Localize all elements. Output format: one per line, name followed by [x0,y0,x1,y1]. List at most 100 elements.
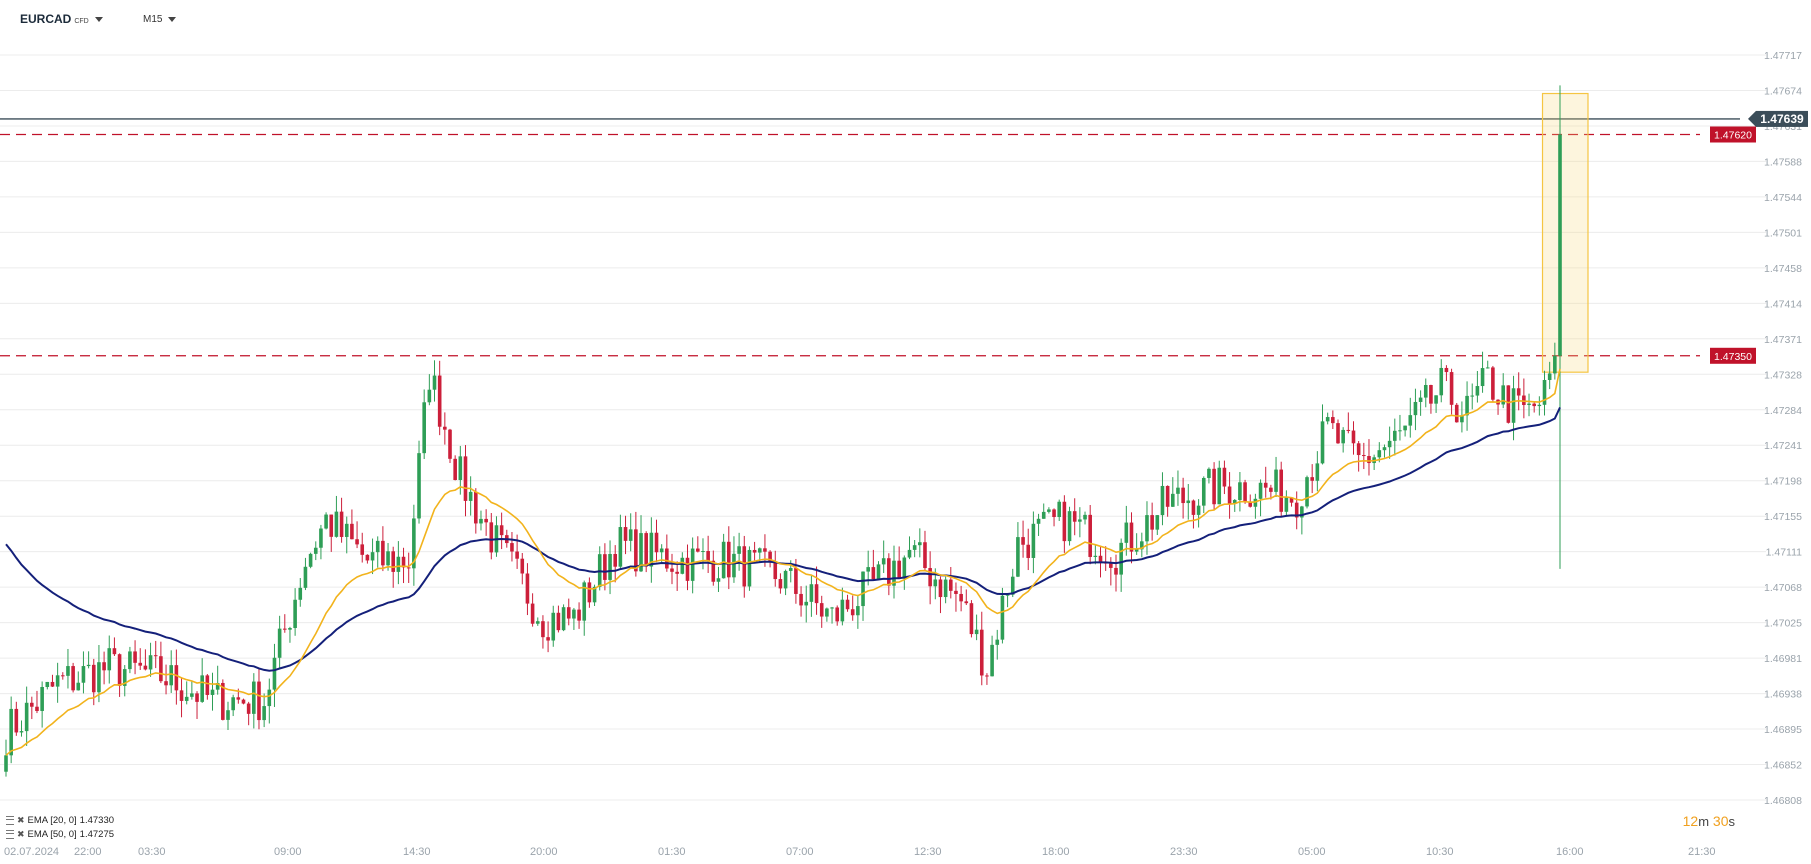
candle-body [747,549,752,587]
candle-body [737,546,741,554]
candle-body [437,375,442,427]
candle-body [639,533,643,572]
candle-body [324,514,328,529]
candle-body [582,582,587,621]
candle-body [1232,499,1237,504]
candle-body [1392,430,1397,441]
candle-body [623,527,628,541]
candle-body [1294,502,1299,518]
candle-body [334,511,339,537]
candle-body [1212,468,1216,505]
candle-body [463,456,468,501]
candle-body [1263,482,1268,488]
candle-body [520,558,525,574]
time-tick-label: 16:00 [1556,846,1584,858]
candle-body [675,571,679,574]
candle-body [1041,511,1046,519]
candle-body [613,553,618,567]
price-tick-label: 1.47674 [1764,85,1802,97]
candle-body [1289,497,1294,503]
candle-body [1088,514,1092,557]
candle-body [964,601,969,604]
candle-body [768,551,772,562]
close-icon[interactable]: ✖ [17,829,25,839]
candle-body [1522,395,1526,406]
candle-body [1005,594,1010,596]
candle-body [412,518,416,569]
indicator-ema20[interactable]: ✖ EMA [20, 0] 1.47330 [6,815,114,826]
candle-body [892,560,896,586]
candle-body [1547,373,1552,380]
candle-body [541,621,545,638]
candle-body [1083,514,1087,520]
candle-body [107,648,112,671]
candle-body [1201,477,1206,506]
candle-body [1238,482,1242,500]
candle-body [711,560,716,582]
candle-body [902,557,907,579]
candle-body [200,675,204,702]
candle-body [979,629,984,676]
candle-body [1062,501,1067,542]
candle-body [510,543,514,552]
candle-body [262,706,266,721]
candle-body [1537,404,1542,407]
candle-body [1480,368,1485,387]
candle-body [1434,395,1438,404]
candle-body [907,549,912,558]
candle-body [1248,501,1253,507]
candle-body [231,697,235,711]
time-tick-label: 22:00 [74,846,102,858]
symbol-selector[interactable]: EURCAD CFD [20,12,103,26]
current-price-tag-bg [1756,110,1808,127]
candle-body [365,554,370,561]
list-icon [6,830,14,839]
candle-body [1026,544,1031,558]
candle-body [184,696,189,701]
candle-body [561,607,566,631]
candle-body [1021,537,1025,545]
time-tick-label: 10:30 [1426,846,1454,858]
price-axis: 1.477171.476741.476311.475881.475441.475… [1764,50,1802,807]
candle-body [1325,417,1330,422]
candle-body [1310,477,1314,481]
candle-body [1485,367,1490,369]
candle-body [618,527,623,567]
indicator-label: EMA [20, 0] [27,815,77,826]
indicator-ema50[interactable]: ✖ EMA [50, 0] 1.47275 [6,829,114,840]
timeframe-selector[interactable]: M15 [143,14,177,25]
candle-body [587,582,592,603]
candle-body [164,681,168,686]
candle-body [566,607,571,619]
time-tick-label: 18:00 [1042,846,1070,858]
price-tick-label: 1.47241 [1764,440,1802,452]
candle-body [819,603,824,617]
candle-body [887,558,891,586]
candle-body [35,706,39,711]
candle-body [1057,501,1062,518]
ema20-line [5,368,1561,756]
candle-body [1511,388,1516,423]
candle-body [1047,509,1051,512]
candle-body [272,657,277,690]
candle-body [453,458,457,480]
candle-body [1119,542,1123,575]
candle-body [76,682,81,691]
candle-body [313,547,318,554]
candle-body [427,389,432,403]
candle-body [603,554,607,580]
candle-body [1016,537,1020,577]
candle-body [484,518,488,523]
candle-body [24,702,29,732]
candle-body [701,551,705,553]
close-icon[interactable]: ✖ [17,815,25,825]
candle-body [680,557,685,574]
candle-body [608,553,612,580]
candle-body [277,628,282,658]
candle-body [319,528,323,548]
candle-body [1191,500,1196,515]
time-tick-label: 21:30 [1688,846,1716,858]
candle-body [1460,415,1464,423]
candle-body [990,644,994,677]
